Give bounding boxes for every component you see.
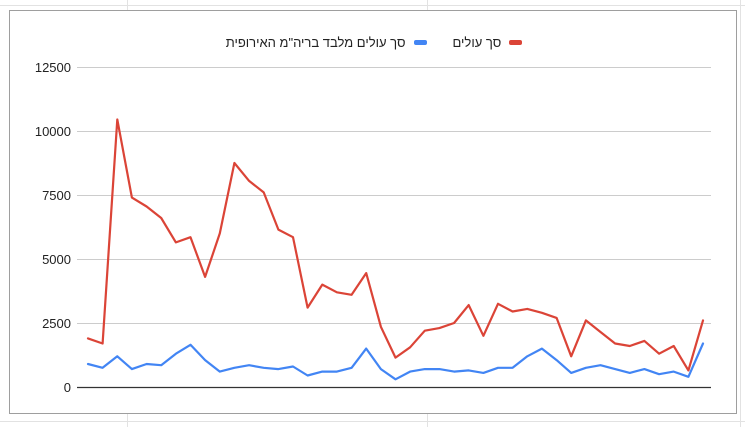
series-lines: [86, 118, 705, 381]
chart-container[interactable]: סך עולים סך עולים מלבד בריה"מ האירופית 0…: [9, 10, 737, 414]
y-axis-tick-labels: 0 2500 5000 7500 10000 12500: [35, 60, 71, 395]
y-tick-label: 7500: [42, 188, 71, 203]
legend-label-total-immigrants: סך עולים: [452, 34, 502, 50]
series-line-total-immigrants[interactable]: [86, 118, 705, 372]
legend-swatch-blue: [413, 39, 427, 45]
plot-area: 0 2500 5000 7500 10000 12500: [35, 60, 711, 395]
y-tick-label: 12500: [35, 60, 71, 75]
y-tick-label: 10000: [35, 124, 71, 139]
legend-swatch-red: [509, 39, 523, 45]
series-line-excluding-european-ussr[interactable]: [86, 342, 705, 381]
chart-legend: סך עולים סך עולים מלבד בריה"מ האירופית: [10, 33, 738, 51]
y-tick-label: 0: [64, 380, 71, 395]
gridlines: [77, 67, 711, 389]
legend-label-excluding-european-ussr: סך עולים מלבד בריה"מ האירופית: [225, 34, 406, 50]
y-tick-label: 5000: [42, 252, 71, 267]
y-tick-label: 2500: [42, 316, 71, 331]
legend-item-total-immigrants[interactable]: סך עולים: [453, 35, 523, 50]
legend-item-excluding-european-ussr[interactable]: סך עולים מלבד בריה"מ האירופית: [226, 35, 427, 50]
